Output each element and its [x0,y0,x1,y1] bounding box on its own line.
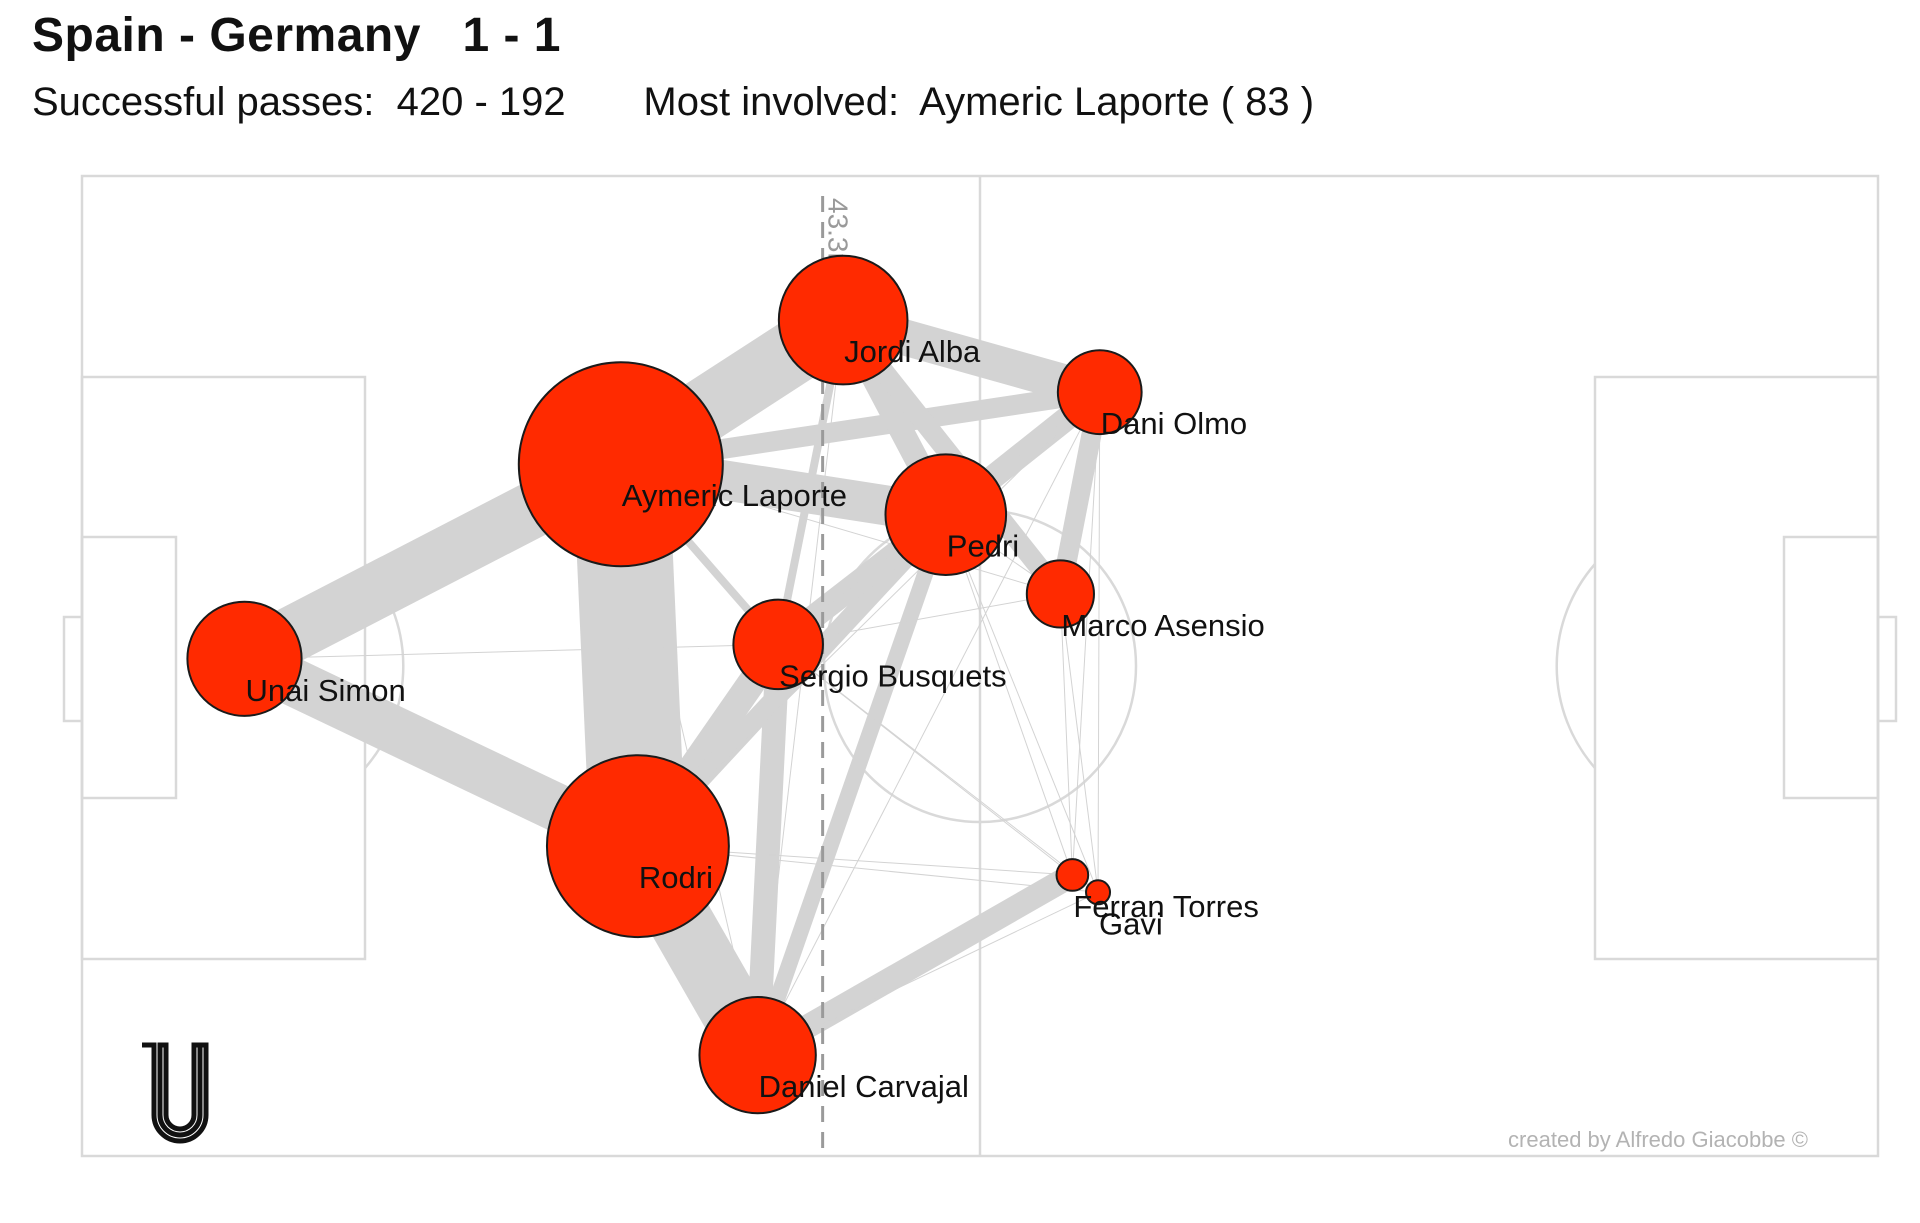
player-label-laporte: Aymeric Laporte [622,478,847,513]
pass-edge-rodri-olmo [637,391,1101,847]
pass-edge-busquets-carvajal [745,643,791,1056]
logo: U [142,1042,209,1144]
player-label-gavi: Gavi [1099,906,1163,941]
pass-edge-simon-busquets [244,643,779,660]
credit-text: created by Alfredo Giacobbe © [1508,1127,1808,1152]
player-node-alba [777,254,909,386]
pass-edge-pedri-gavi [945,514,1099,893]
player-label-ferran: Ferran Torres [1073,889,1259,924]
chart-title: Spain - Germany 1 - 1 [32,9,561,62]
player-label-simon: Unai Simon [245,673,405,708]
pass-edge-carvajal-olmo [757,391,1101,1056]
player-node-busquets [732,598,824,691]
pass-edge-olmo-ferran [1071,392,1101,875]
player-node-gavi [1085,879,1112,906]
left-goal [62,615,84,723]
pass-edge-asensio-ferran [1059,593,1073,875]
player-node-ferran [1055,858,1090,892]
player-node-asensio [1025,559,1095,629]
player-label-asensio: Marco Asensio [1061,608,1264,643]
pass-edge-busquets-gavi [777,643,1099,893]
pass-edge-pedri-ferran [945,514,1073,876]
player-label-rodri: Rodri [639,860,713,895]
player-label-alba: Jordi Alba [844,334,981,369]
logo-u-mark [142,1042,209,1144]
player-label-carvajal: Daniel Carvajal [759,1069,969,1104]
pass-edge-carvajal-gavi [757,891,1099,1056]
player-node-rodri [545,754,730,939]
player-label-olmo: Dani Olmo [1101,406,1247,441]
player-node-carvajal [698,995,817,1115]
right-penalty-box [1593,375,1880,961]
right-penalty-arc [1555,563,1596,769]
player-labels: Unai Simon Aymeric Laporte Rodri Jordi Alba… [245,334,1264,1104]
player-node-olmo [1056,349,1143,436]
player-node-simon [186,600,303,717]
pass-edge-asensio-gavi [1059,593,1099,893]
pass-edge-carvajal-ferran [751,864,1079,1066]
player-nodes [186,254,1143,1115]
right-six-yard-box [1782,535,1880,800]
right-goal [1876,615,1898,723]
pass-edge-carvajal-alba [757,320,844,1056]
pass-edge-olmo-gavi [1097,392,1101,893]
pass-edge-pedri-carvajal [750,512,954,1058]
player-label-pedri: Pedri [947,529,1019,564]
player-label-busquets: Sergio Busquets [779,658,1006,693]
player-node-pedri [884,453,1008,576]
left-six-yard-box [80,535,178,800]
pass-edge-busquets-asensio [778,593,1061,645]
player-node-laporte [517,361,724,568]
chart-subtitle: Successful passes: 420 - 192 Most involv… [32,80,1315,124]
